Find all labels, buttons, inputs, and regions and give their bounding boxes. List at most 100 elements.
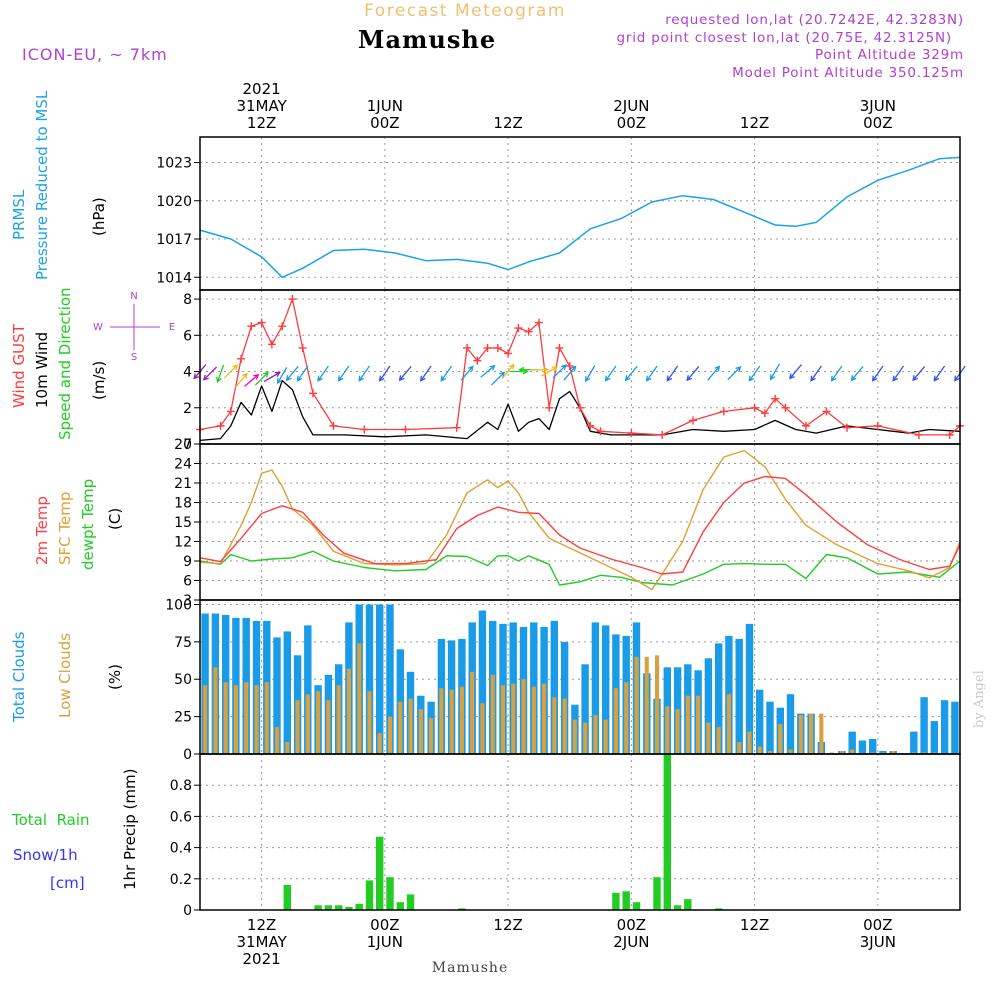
precip-bar bbox=[653, 877, 661, 910]
total-cloud-bar bbox=[591, 622, 600, 754]
compass-w-label: W bbox=[93, 322, 103, 333]
wind-direction-arrow bbox=[769, 363, 781, 381]
y-tick-label: 24 bbox=[174, 457, 192, 473]
page-title: Mamushe bbox=[358, 25, 496, 54]
wind-direction-arrow bbox=[789, 364, 802, 380]
wind-direction-arrow bbox=[244, 373, 260, 387]
panel-frame bbox=[199, 753, 961, 911]
super-title: Forecast Meteogram bbox=[364, 1, 566, 21]
gust-marker bbox=[401, 425, 410, 434]
precip-bar bbox=[715, 908, 723, 910]
precip-bar bbox=[673, 905, 682, 910]
temp-unit: (C) bbox=[106, 508, 124, 530]
total-cloud-bar bbox=[930, 721, 938, 754]
precip-bar bbox=[283, 885, 291, 910]
y-tick-label: 0 bbox=[183, 437, 192, 453]
low-cloud-bar bbox=[788, 749, 793, 754]
gust-marker bbox=[719, 407, 728, 416]
panel-precipitation: 0 0.2 0.4 0.6 0.8 bbox=[170, 754, 960, 919]
panels: 1014101710201023024683691215182124270255… bbox=[156, 136, 966, 919]
gust-marker bbox=[463, 343, 472, 352]
precip-bar bbox=[684, 899, 692, 910]
low-cloud-bar bbox=[244, 682, 249, 754]
total-cloud-bar bbox=[283, 631, 291, 754]
precip-labels: Total Rain Snow/1h [cm] 1hr Precip (mm) bbox=[11, 769, 139, 892]
total-cloud-bar bbox=[858, 740, 867, 754]
total-cloud-bar bbox=[396, 649, 404, 754]
time-label-top: 12Z bbox=[740, 114, 769, 132]
gust-marker bbox=[822, 407, 831, 416]
low-cloud-bar bbox=[398, 701, 403, 754]
gust-marker bbox=[473, 356, 482, 365]
wind-direction-arrow bbox=[263, 371, 281, 383]
gust-marker bbox=[514, 324, 523, 333]
low-cloud-bar bbox=[778, 724, 783, 754]
total-cloud-bar bbox=[745, 623, 754, 754]
low-cloud-bar bbox=[552, 697, 557, 754]
y-tick-label: 6 bbox=[183, 574, 192, 590]
wind-direction-arrow bbox=[378, 365, 391, 382]
precip-bar bbox=[386, 877, 394, 910]
wind-speed-series-line bbox=[199, 379, 961, 442]
low-cloud-bar bbox=[768, 751, 773, 754]
y-tick-label: 18 bbox=[174, 496, 192, 512]
gust-marker bbox=[760, 409, 769, 418]
total-cloud-bar bbox=[386, 604, 394, 754]
wind-direction-arrow bbox=[216, 364, 225, 384]
low-cloud-bar bbox=[223, 682, 228, 754]
low-cloud-bar bbox=[603, 719, 608, 754]
panel-frame bbox=[199, 599, 961, 755]
wind-direction-arrow bbox=[563, 365, 577, 381]
bottom-location-label: Mamushe bbox=[432, 960, 508, 976]
y-tick-label: 3 bbox=[183, 593, 192, 609]
gust-marker bbox=[586, 421, 595, 430]
y-tick-label: 21 bbox=[174, 476, 192, 492]
gust-marker bbox=[298, 343, 307, 352]
gust-marker bbox=[658, 430, 667, 439]
low-cloud-bar bbox=[367, 691, 372, 754]
time-label-bottom: 12Z bbox=[493, 916, 522, 934]
time-label-bottom: 00Z bbox=[863, 916, 892, 934]
gust-marker bbox=[237, 354, 246, 363]
wind-direction-arrow bbox=[871, 365, 884, 382]
low-cloud-bar bbox=[706, 722, 711, 754]
wind-direction-arrow bbox=[604, 365, 617, 382]
wind-direction-arrow bbox=[666, 365, 679, 382]
total-cloud-bar bbox=[602, 625, 610, 754]
y-tick-label: 0.2 bbox=[170, 872, 192, 888]
gust-marker bbox=[257, 318, 266, 327]
panel-prmsl: 1014 1017 1020 1023 bbox=[156, 137, 961, 290]
wind-direction-arrow bbox=[317, 365, 329, 382]
low-cloud-bar bbox=[809, 713, 814, 754]
speed-dir-label: Speed and Direction bbox=[56, 287, 74, 440]
low-cloud-bar bbox=[716, 727, 721, 754]
y-tick-label: 1020 bbox=[156, 194, 192, 210]
gust-marker bbox=[801, 421, 810, 430]
low-cloud-bar bbox=[357, 643, 362, 754]
wind-direction-arrow bbox=[541, 366, 559, 377]
y-tick-label: 4 bbox=[183, 365, 192, 381]
gust-marker bbox=[504, 349, 513, 358]
wind-direction-arrow bbox=[491, 371, 506, 386]
wind-direction-arrow bbox=[254, 371, 269, 386]
gust-marker bbox=[565, 362, 574, 371]
precip-bar bbox=[335, 905, 343, 910]
wind-direction-arrow bbox=[285, 365, 299, 382]
gust-marker bbox=[452, 423, 461, 432]
y-tick-label: 15 bbox=[174, 515, 192, 531]
low-cloud-bar bbox=[511, 683, 516, 754]
panel-frame bbox=[199, 289, 961, 445]
low-cloud-bar bbox=[203, 685, 208, 754]
compass-s-label: S bbox=[131, 352, 137, 363]
low-cloud-bar bbox=[891, 751, 896, 754]
low-cloud-bar bbox=[757, 746, 762, 754]
gust-marker bbox=[360, 425, 369, 434]
precip-unit: 1hr Precip (mm) bbox=[121, 769, 139, 890]
y-tick-label: 1017 bbox=[156, 232, 192, 248]
total-cloud-bar bbox=[560, 641, 569, 754]
wind-direction-arrow bbox=[830, 365, 843, 382]
time-label-bottom: 00Z bbox=[617, 916, 646, 934]
total-cloud-bar bbox=[756, 689, 764, 754]
